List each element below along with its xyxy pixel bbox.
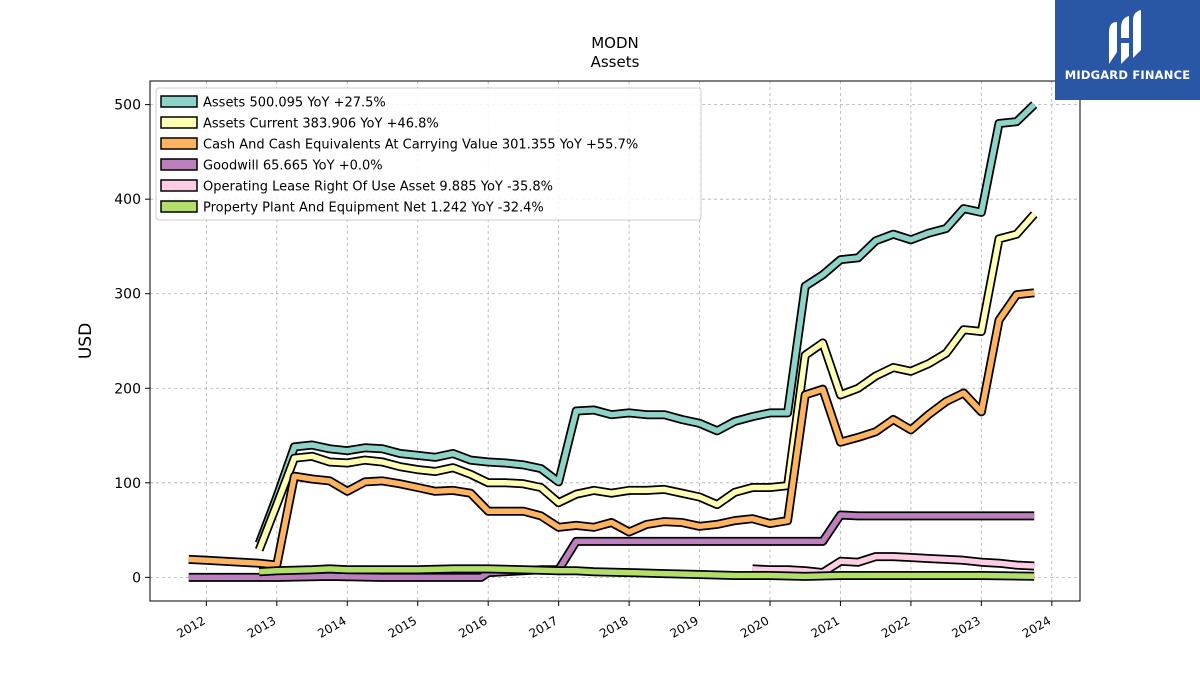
series-stroke — [188, 512, 1035, 581]
legend-swatch — [160, 200, 198, 213]
x-tick-label: 2021 — [809, 613, 842, 640]
x-tick-label: 2018 — [597, 613, 630, 640]
series-line — [752, 552, 1035, 578]
y-tick-label: 100 — [114, 476, 141, 492]
series-layer — [188, 101, 1038, 582]
series-stroke — [259, 566, 1035, 580]
y-tick-label: 300 — [114, 287, 141, 303]
legend-label: Assets Current 383.906 YoY +46.8% — [203, 117, 439, 132]
legend-label: Cash And Cash Equivalents At Carrying Va… — [203, 138, 638, 153]
x-tick-label: 2024 — [1020, 613, 1053, 640]
series-line — [255, 211, 1038, 552]
series-stroke — [188, 290, 1035, 568]
series-line — [254, 101, 1038, 545]
y-tick-label: 0 — [132, 570, 141, 586]
x-tick-label: 2015 — [386, 613, 419, 640]
series-outline — [255, 211, 1038, 552]
series-stroke — [256, 102, 1037, 545]
legend-label: Goodwill 65.665 YoY +0.0% — [203, 159, 383, 174]
series-line — [188, 288, 1035, 570]
x-axis: 2012 2013 2014 2015 2016 2017 2018 2019 2020 2021… — [174, 601, 1053, 641]
legend: Assets 500.095 YoY +27.5% Assets Current … — [155, 87, 702, 221]
x-tick-label: 2012 — [174, 613, 207, 640]
legend-swatch — [160, 116, 198, 129]
midgard-logo-icon — [1109, 10, 1141, 64]
legend-swatch — [160, 158, 198, 171]
x-tick-label: 2013 — [245, 613, 278, 640]
legend-label: Property Plant And Equipment Net 1.242 Y… — [203, 201, 544, 216]
x-tick-label: 2019 — [668, 613, 701, 640]
legend-swatch — [160, 95, 198, 108]
brand-logo: MIDGARD FINANCE — [1055, 0, 1200, 100]
x-tick-label: 2023 — [949, 613, 982, 640]
chart-subtitle: Assets — [591, 53, 640, 71]
plot-frame — [149, 80, 1081, 602]
y-tick-label: 400 — [114, 192, 141, 208]
legend-swatch — [160, 137, 198, 150]
series-stroke — [752, 553, 1035, 576]
x-tick-label: 2022 — [879, 613, 912, 640]
y-axis: 0 100 200 300 400 500 — [114, 98, 150, 586]
series-line — [188, 510, 1035, 582]
y-tick-label: 200 — [114, 381, 141, 397]
legend-box — [155, 87, 702, 221]
y-tick-label: 500 — [114, 98, 141, 114]
series-line — [258, 564, 1035, 581]
legend-label: Operating Lease Right Of Use Asset 9.885… — [203, 180, 553, 195]
x-tick-label: 2020 — [738, 613, 771, 640]
legend-swatch — [160, 179, 198, 192]
brand-name: MIDGARD FINANCE — [1064, 68, 1191, 82]
series-stroke — [256, 212, 1037, 551]
chart-title: MODN — [591, 34, 639, 52]
legend-label: Assets 500.095 YoY +27.5% — [203, 96, 386, 111]
y-axis-label: USD — [76, 323, 96, 359]
x-tick-label: 2014 — [315, 613, 348, 640]
x-tick-label: 2016 — [456, 613, 489, 640]
x-tick-label: 2017 — [527, 613, 560, 640]
